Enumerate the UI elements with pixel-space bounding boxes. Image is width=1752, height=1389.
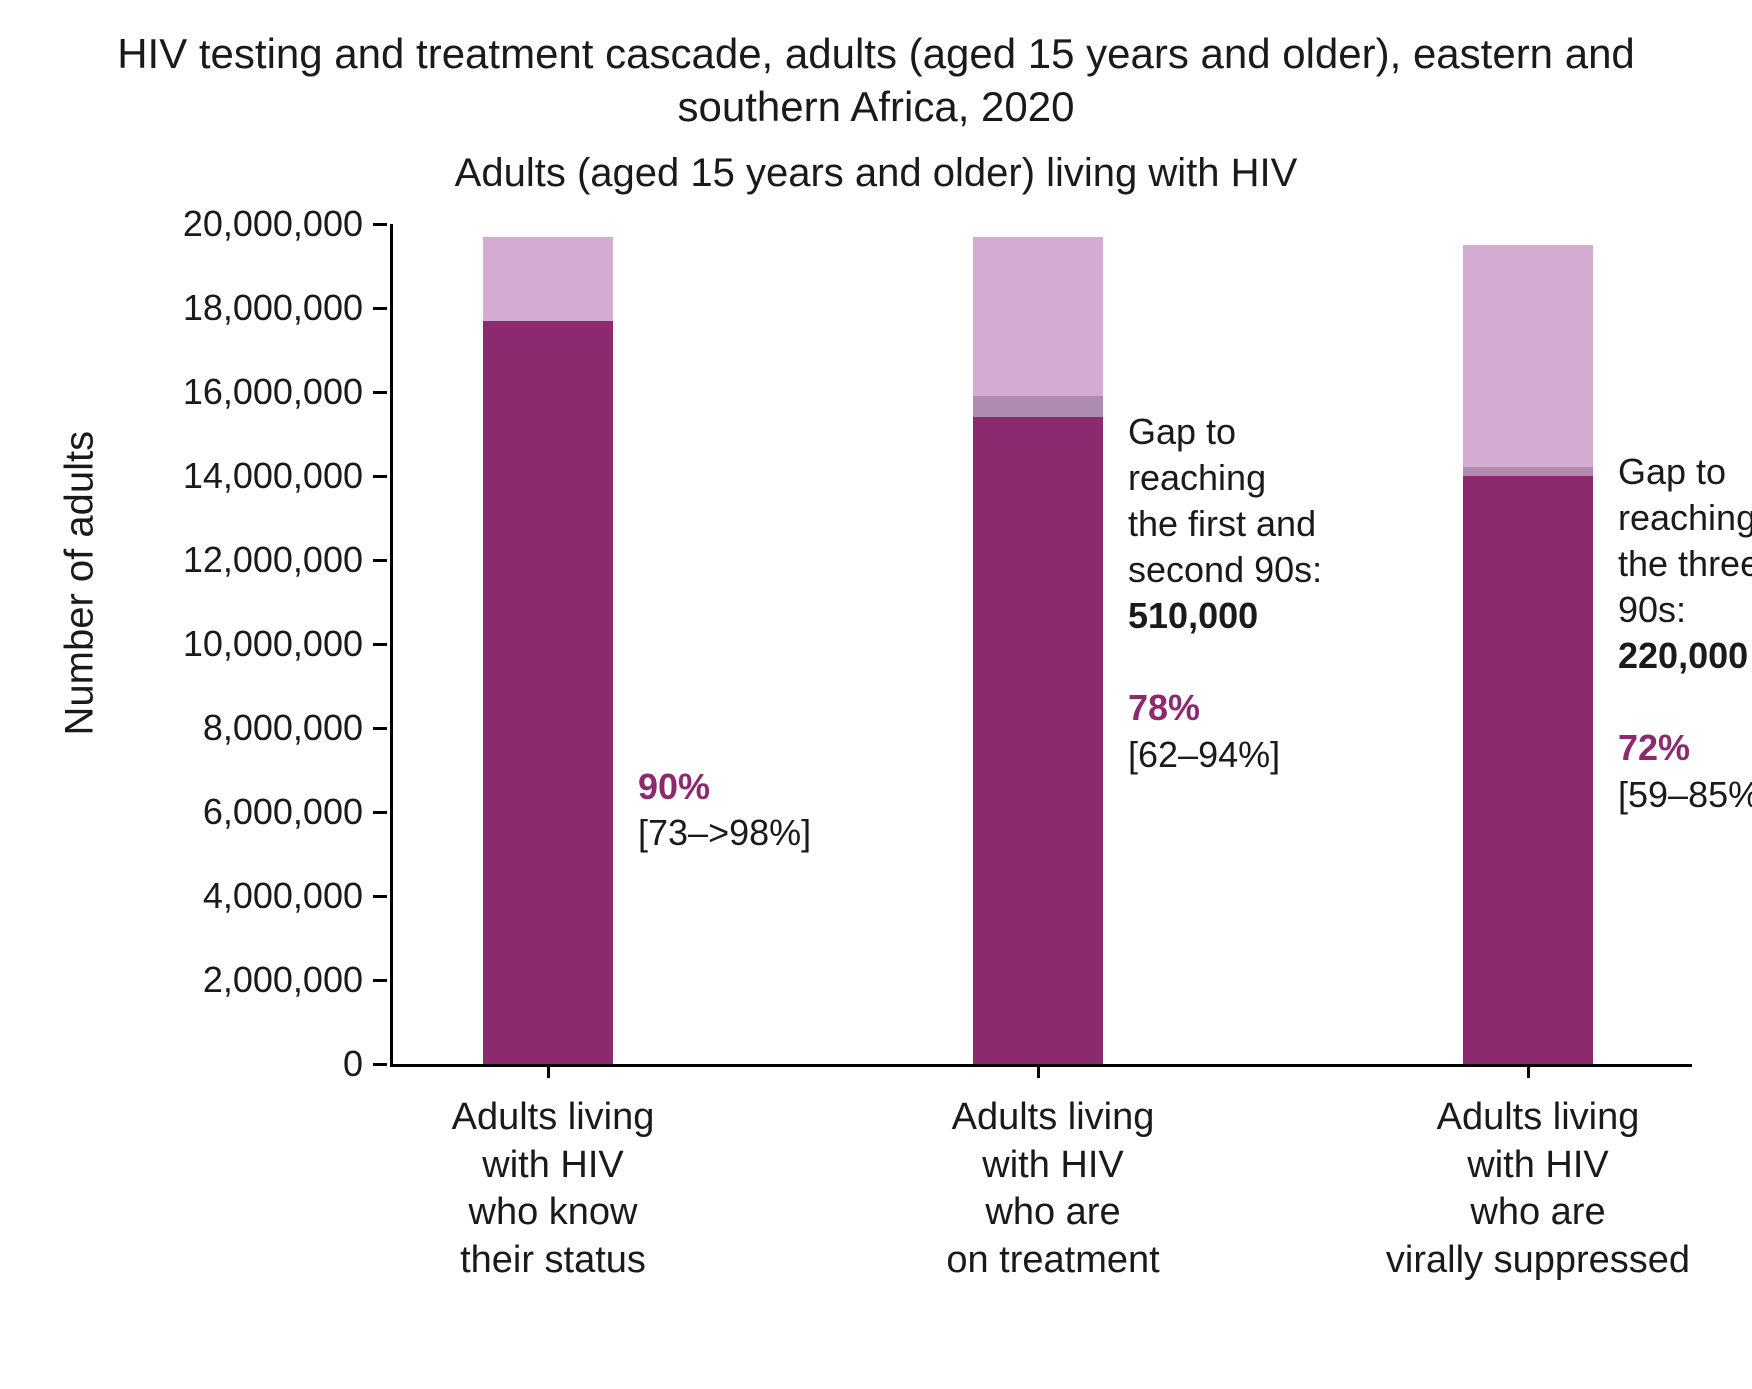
- y-tick-label: 0: [343, 1043, 363, 1085]
- gap-text-line: reaching: [1618, 495, 1752, 541]
- y-tick: [373, 559, 387, 562]
- x-tick: [547, 1064, 550, 1078]
- gap-text-line: second 90s:: [1128, 547, 1438, 593]
- y-tick: [373, 475, 387, 478]
- bar-segment-achieved: [483, 321, 613, 1064]
- y-tick: [373, 979, 387, 982]
- bar-annotation-virally_suppressed: Gap toreachingthe three90s:220,000 72%[5…: [1618, 449, 1752, 818]
- plot-area: 02,000,0004,000,0006,000,0008,000,00010,…: [390, 224, 1692, 1067]
- y-tick-label: 8,000,000: [203, 707, 363, 749]
- bar-segment-achieved: [973, 417, 1103, 1064]
- y-tick-label: 18,000,000: [183, 287, 363, 329]
- y-tick: [373, 223, 387, 226]
- bar-segment-achieved: [1463, 476, 1593, 1064]
- bar-pct: 90%: [638, 764, 948, 810]
- gap-value: 510,000: [1128, 593, 1438, 639]
- gap-text-line: reaching: [1128, 455, 1438, 501]
- x-label-virally_suppressed: Adults livingwith HIVwho arevirally supp…: [1328, 1094, 1748, 1284]
- chart-page: HIV testing and treatment cascade, adult…: [0, 0, 1752, 1389]
- bar-ci: [59–85%]: [1618, 772, 1752, 818]
- gap-text-line: the first and: [1128, 501, 1438, 547]
- y-tick: [373, 307, 387, 310]
- y-tick-label: 16,000,000: [183, 371, 363, 413]
- bar-know_status: [483, 237, 613, 1064]
- x-label-on_treatment: Adults livingwith HIVwho areon treatment: [853, 1094, 1253, 1284]
- bar-pct: 72%: [1618, 725, 1752, 771]
- y-tick: [373, 727, 387, 730]
- bar-segment-gap: [973, 396, 1103, 417]
- x-label-know_status: Adults livingwith HIVwho knowtheir statu…: [353, 1094, 753, 1284]
- bar-annotation-on_treatment: Gap toreachingthe first andsecond 90s:51…: [1128, 409, 1438, 778]
- gap-value: 220,000: [1618, 633, 1752, 679]
- gap-text-line: Gap to: [1128, 409, 1438, 455]
- y-tick-label: 14,000,000: [183, 455, 363, 497]
- chart-title: HIV testing and treatment cascade, adult…: [60, 28, 1692, 133]
- bar-segment-gap: [1463, 467, 1593, 476]
- gap-text-line: the three: [1618, 541, 1752, 587]
- gap-text-line: Gap to: [1618, 449, 1752, 495]
- y-tick-label: 20,000,000: [183, 203, 363, 245]
- y-axis-label: Number of adults: [58, 431, 103, 736]
- y-tick: [373, 895, 387, 898]
- bar-on_treatment: [973, 237, 1103, 1064]
- y-tick: [373, 811, 387, 814]
- bar-segment-remaining: [973, 237, 1103, 396]
- y-tick: [373, 1063, 387, 1066]
- bar-ci: [62–94%]: [1128, 732, 1438, 778]
- y-tick: [373, 391, 387, 394]
- x-tick: [1037, 1064, 1040, 1078]
- bar-segment-remaining: [1463, 245, 1593, 467]
- y-tick-label: 12,000,000: [183, 539, 363, 581]
- y-tick-label: 6,000,000: [203, 791, 363, 833]
- chart-subtitle: Adults (aged 15 years and older) living …: [60, 151, 1692, 196]
- chart-wrap: Number of adults 02,000,0004,000,0006,00…: [140, 224, 1692, 1274]
- bars-area: [393, 224, 1692, 1064]
- x-tick: [1527, 1064, 1530, 1078]
- bar-annotation-know_status: 90%[73–>98%]: [638, 764, 948, 856]
- y-tick: [373, 643, 387, 646]
- y-tick-label: 2,000,000: [203, 959, 363, 1001]
- bar-virally_suppressed: [1463, 245, 1593, 1064]
- y-tick-label: 4,000,000: [203, 875, 363, 917]
- y-tick-label: 10,000,000: [183, 623, 363, 665]
- gap-text-line: 90s:: [1618, 587, 1752, 633]
- bar-pct: 78%: [1128, 685, 1438, 731]
- bar-segment-remaining: [483, 237, 613, 321]
- bar-ci: [73–>98%]: [638, 810, 948, 856]
